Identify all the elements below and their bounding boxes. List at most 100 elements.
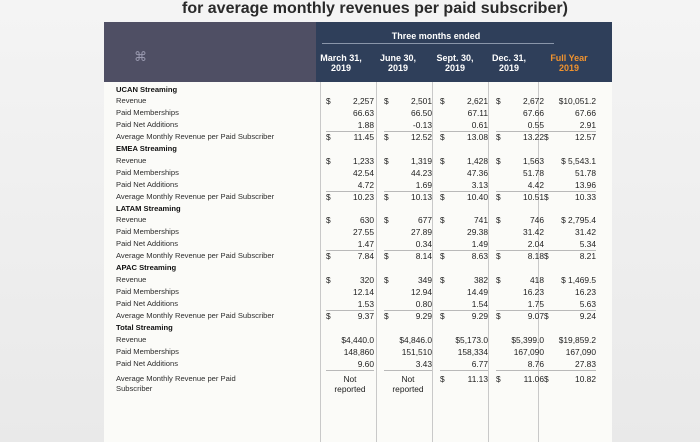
- table-cell: $4,846.0: [384, 335, 432, 345]
- cell-value: 1,428: [467, 156, 488, 166]
- currency-symbol: $: [496, 215, 501, 225]
- table-cell: 3.43: [384, 359, 432, 369]
- cell-value: 10.51: [523, 192, 544, 202]
- subtotal-rule: [326, 131, 374, 132]
- table-cell: 5.34: [544, 239, 596, 249]
- table-cell: 3.13: [440, 180, 488, 190]
- cell-value: 677: [418, 215, 432, 225]
- table-cell: $10.51: [496, 192, 544, 202]
- column-header-line2: 2019: [498, 63, 520, 73]
- table-cell: 67.66: [496, 108, 544, 118]
- cell-value: 151,510: [401, 347, 432, 357]
- cell-value: $4,440.0: [341, 335, 374, 345]
- cell-value: 47.36: [467, 168, 488, 178]
- row-label: Paid Net Additions: [116, 180, 179, 189]
- subtotal-rule: [496, 191, 544, 192]
- section-heading: UCAN Streaming: [116, 85, 178, 94]
- cell-value: 31.42: [523, 227, 544, 237]
- cell-value: 11.45: [353, 132, 374, 142]
- table-cell: 6.77: [440, 359, 488, 369]
- column-header-4: Dec. 31, 2019: [480, 53, 538, 73]
- cell-value: 51.78: [575, 168, 596, 178]
- table-cell: 148,860: [326, 347, 374, 357]
- row-label: Average Monthly Revenue per Paid Subscri…: [116, 311, 275, 320]
- table-cell: $13.08: [440, 132, 488, 142]
- table-cell: $8.63: [440, 251, 488, 261]
- cell-value: $ 5,543.1: [561, 156, 596, 166]
- cell-value: 12.57: [575, 132, 596, 142]
- cell-value: -0.13: [412, 120, 432, 130]
- row-label: Average Monthly Revenue per Paid Subscri…: [116, 192, 275, 201]
- table-cell: $320: [326, 275, 374, 285]
- cell-value: 320: [360, 275, 374, 285]
- cell-value: 16.23: [575, 287, 596, 297]
- table-cell: 0.80: [384, 299, 432, 309]
- table-cell: $9.29: [384, 311, 432, 321]
- cell-value: 42.54: [353, 168, 374, 178]
- table-cell: 16.23: [496, 287, 544, 297]
- table-cell: 31.42: [496, 227, 544, 237]
- cell-value: 8.18: [527, 251, 544, 261]
- cell-value: 14.49: [467, 287, 488, 297]
- cell-value: 9.29: [415, 311, 432, 321]
- table-cell: 51.78: [544, 168, 596, 178]
- company-logo-icon: ⌘: [134, 49, 147, 64]
- cell-value: 1.69: [415, 180, 432, 190]
- cell-value: 2.91: [579, 120, 596, 130]
- cell-value: 1.88: [357, 120, 374, 130]
- table-cell: $10,051.2: [544, 96, 596, 106]
- table-cell: 27.83: [544, 359, 596, 369]
- table-cell: $382: [440, 275, 488, 285]
- logo-area: ⌘: [104, 22, 316, 82]
- subtotal-rule: [384, 370, 432, 371]
- table-cell: $11.06: [496, 374, 544, 384]
- cell-value: 13.08: [467, 132, 488, 142]
- table-cell: 27.55: [326, 227, 374, 237]
- cell-value: 5.34: [579, 239, 596, 249]
- column-divider: [320, 82, 321, 442]
- currency-symbol: $: [326, 215, 331, 225]
- cell-value: 11.06: [523, 374, 544, 384]
- table-cell: $746: [496, 215, 544, 225]
- currency-symbol: $: [496, 156, 501, 166]
- cell-value: 1.47: [357, 239, 374, 249]
- table-cell: 66.50: [384, 108, 432, 118]
- row-label: Paid Net Additions: [116, 120, 179, 129]
- column-header-line1: March 31,: [320, 53, 362, 63]
- subtotal-rule: [326, 191, 374, 192]
- table-cell: Not reported: [326, 374, 374, 394]
- table-cell: $2,621: [440, 96, 488, 106]
- table-cell: 31.42: [544, 227, 596, 237]
- row-label: Average Monthly Revenue per Paid Subscrib…: [116, 374, 326, 394]
- table-cell: $9.29: [440, 311, 488, 321]
- cell-value: 1.54: [471, 299, 488, 309]
- currency-symbol: $: [384, 275, 389, 285]
- currency-symbol: $: [440, 96, 445, 106]
- cell-value: 67.66: [575, 108, 596, 118]
- row-label: Revenue: [116, 215, 147, 224]
- table-cell: 1.54: [440, 299, 488, 309]
- subtotal-rule: [440, 370, 488, 371]
- table-cell: $ 1,469.5: [544, 275, 596, 285]
- cell-value: 746: [530, 215, 544, 225]
- row-label: Paid Net Additions: [116, 299, 179, 308]
- cell-value: 5.63: [579, 299, 596, 309]
- row-label-line: Subscriber: [116, 384, 153, 393]
- table-header-band: [316, 22, 612, 82]
- currency-symbol: $: [496, 192, 501, 202]
- cell-value: 9.37: [357, 311, 374, 321]
- cell-value: 13.96: [575, 180, 596, 190]
- column-header-line2: 2019: [558, 63, 580, 73]
- row-label-line: Average Monthly Revenue per Paid: [116, 374, 236, 383]
- cell-value: 29.38: [467, 227, 488, 237]
- table-cell: 167,090: [496, 347, 544, 357]
- page-heading: for average monthly revenues per paid su…: [182, 0, 568, 17]
- column-header-line2: 2019: [444, 63, 466, 73]
- table-cell: 12.94: [384, 287, 432, 297]
- column-header-5: Full Year 2019: [540, 53, 598, 73]
- table-cell: 27.89: [384, 227, 432, 237]
- table-cell: 16.23: [544, 287, 596, 297]
- subtotal-rule: [544, 131, 596, 132]
- subtotal-rule: [326, 370, 374, 371]
